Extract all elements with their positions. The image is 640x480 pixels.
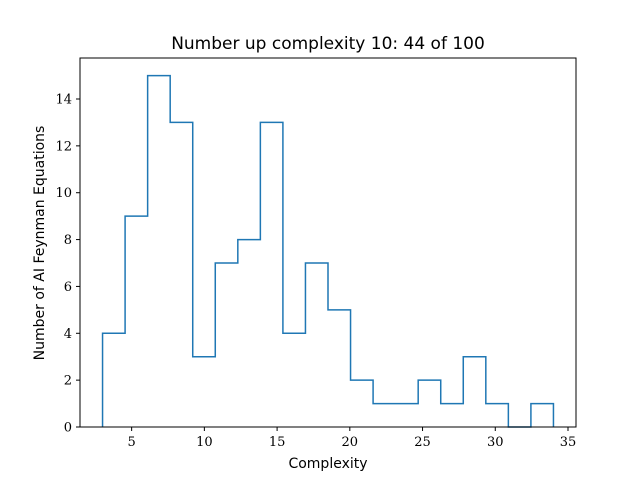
x-axis-label: Complexity — [288, 456, 367, 472]
y-tick-label-6: 6 — [64, 280, 72, 295]
y-axis-label: Number of AI Feynman Equations — [32, 126, 48, 361]
x-tick-label-35: 35 — [560, 435, 577, 450]
y-tick-label-10: 10 — [55, 186, 72, 201]
axes-frame — [79, 57, 577, 428]
y-tick-label-12: 12 — [55, 139, 72, 154]
x-tick-label-25: 25 — [414, 435, 431, 450]
x-tick-label-15: 15 — [269, 435, 286, 450]
y-tick-label-14: 14 — [55, 93, 72, 108]
histogram-step-line — [101, 74, 555, 428]
x-tick-label-5: 5 — [127, 435, 135, 450]
x-tick-label-20: 20 — [342, 435, 359, 450]
x-tick-label-10: 10 — [196, 435, 213, 450]
y-tick-label-2: 2 — [64, 374, 72, 389]
y-tick-label-4: 4 — [64, 327, 72, 342]
y-tick-label-0: 0 — [64, 421, 72, 436]
x-tick-label-30: 30 — [487, 435, 504, 450]
y-tick-label-8: 8 — [64, 233, 72, 248]
chart-title: Number up complexity 10: 44 of 100 — [171, 34, 485, 54]
plot-area: 5 10 15 20 25 30 35 0 2 4 6 8 10 12 14 — [55, 57, 577, 450]
